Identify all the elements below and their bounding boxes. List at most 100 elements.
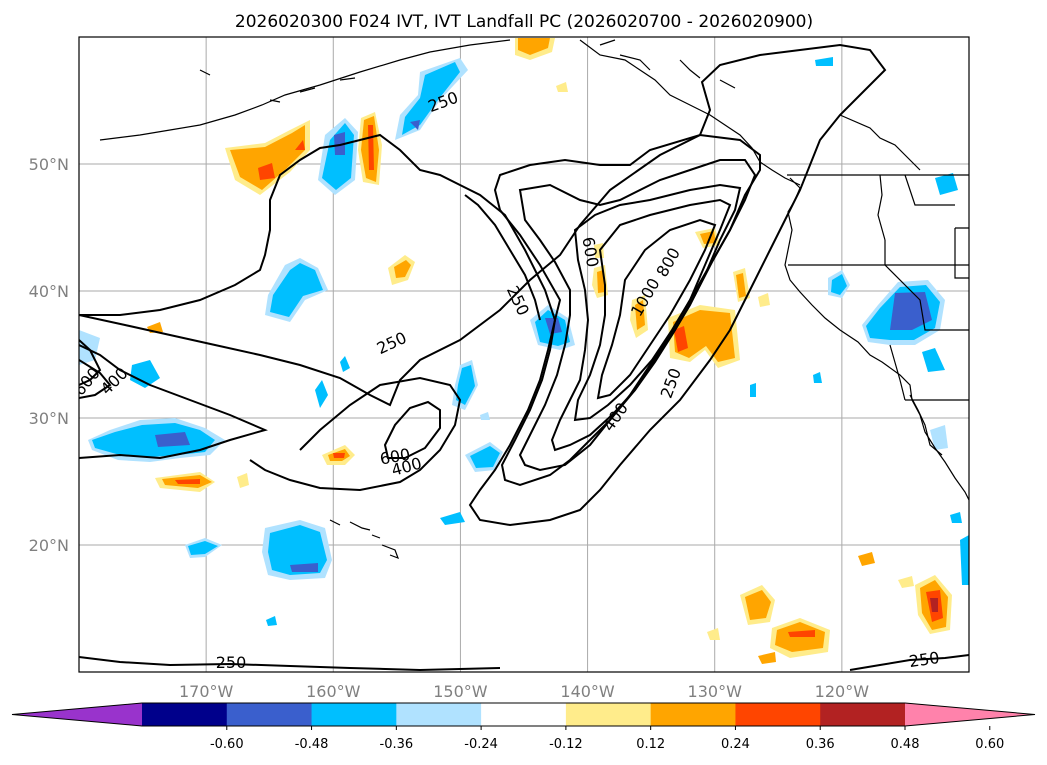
ivt-contour-250 <box>464 194 541 321</box>
coastlines <box>99 39 969 560</box>
baja-peninsula <box>909 394 943 456</box>
colorbar-segment <box>226 703 313 726</box>
colorbar-tick-label: -0.36 <box>380 737 414 752</box>
negative-patch <box>950 512 962 523</box>
positive-patch <box>237 473 249 488</box>
ivt-contour-400 <box>249 376 462 492</box>
ivt-contours <box>79 43 969 672</box>
positive-patch <box>707 628 720 640</box>
colorbar-tick-label: -0.48 <box>295 737 329 752</box>
pc-shading <box>79 38 969 664</box>
negative-patch <box>813 372 822 383</box>
lon-tick-label: 140°W <box>560 682 615 701</box>
negative-patch <box>185 538 222 558</box>
negative-patch <box>340 356 350 372</box>
negative-patch <box>315 380 328 408</box>
map-panel: 250 250 250 250 250 250 400 400 400 600 … <box>78 36 970 673</box>
colorbar-segment <box>820 703 906 726</box>
alaska-aleutian-coast <box>99 39 511 141</box>
ivt-contour-600 <box>550 183 742 452</box>
contour-label: 250 <box>216 653 247 672</box>
lon-tick-label: 170°W <box>179 682 234 701</box>
negative-patch <box>395 58 468 140</box>
negative-patch <box>750 383 756 397</box>
negative-patch <box>930 425 948 450</box>
positive-patch <box>556 82 568 92</box>
colorbar-outline <box>11 702 1036 727</box>
colorbar-tick-label: 0.60 <box>975 737 1004 752</box>
negative-patch <box>130 360 160 388</box>
colorbar-segment <box>735 703 821 726</box>
lat-tick-label: 40°N <box>29 282 69 301</box>
colorbar-tick-label: 0.24 <box>721 737 750 752</box>
lon-tick-label: 130°W <box>688 682 743 701</box>
lat-tick-label: 30°N <box>29 409 69 428</box>
negative-patch <box>265 258 328 322</box>
positive-patch <box>388 255 415 285</box>
map-frame <box>78 36 970 673</box>
colorbar: -0.60 -0.48 -0.36 -0.24 -0.12 0.12 0.24 0.36 0.4… <box>11 702 1036 752</box>
positive-patch <box>915 575 952 634</box>
figure-title: 2026020300 F024 IVT, IVT Landfall PC (20… <box>235 12 813 32</box>
positive-patch <box>740 585 775 625</box>
positive-patch <box>515 38 555 60</box>
lon-tick-label: 150°W <box>433 682 488 701</box>
colorbar-tick-label: -0.60 <box>210 737 244 752</box>
negative-patch <box>318 118 358 195</box>
lat-tick-label: 20°N <box>29 536 69 555</box>
positive-patch <box>733 268 750 302</box>
positive-patch <box>758 293 770 307</box>
negative-patch <box>79 330 100 365</box>
negative-patch <box>266 616 277 626</box>
alaska-islands <box>199 69 356 103</box>
colorbar-extend-min <box>12 703 142 726</box>
contour-label: 250 <box>908 648 941 671</box>
ivt-contour-250 <box>79 344 268 460</box>
positive-patch <box>322 445 355 465</box>
lon-tick-label: 120°W <box>815 682 870 701</box>
ivt-contour-600 <box>383 400 441 459</box>
ivt-contour-250 <box>79 43 887 527</box>
latitude-labels: 50°N 40°N 30°N 20°N <box>29 155 69 555</box>
ivt-contour-600 <box>79 339 102 386</box>
ivt-contour-250 <box>79 656 501 672</box>
negative-patch <box>480 412 490 420</box>
positive-patch <box>898 576 914 588</box>
positive-patch <box>758 652 776 664</box>
colorbar-tick-label: -0.24 <box>464 737 498 752</box>
colorbar-segment <box>311 703 397 726</box>
positive-patch <box>358 112 382 185</box>
positive-patch <box>668 305 740 368</box>
ivt-contour-1000 <box>596 218 717 400</box>
colorbar-tick-label: -0.12 <box>549 737 583 752</box>
state-borders <box>954 227 969 279</box>
negative-patch <box>960 535 969 585</box>
negative-patch <box>465 442 503 472</box>
state-borders <box>889 344 906 401</box>
colorbar-segment <box>142 703 228 726</box>
ivt-contour-250 <box>849 654 969 671</box>
colorbar-segment <box>396 703 482 726</box>
positive-patch <box>858 552 875 566</box>
colorbar-tick-label: 0.36 <box>806 737 835 752</box>
negative-patch <box>935 173 958 195</box>
hawaiian-islands <box>329 519 400 560</box>
negative-patch <box>815 57 833 66</box>
negative-patch <box>922 348 945 372</box>
negative-patch <box>828 270 850 298</box>
colorbar-tick-label: 0.48 <box>891 737 920 752</box>
negative-patch <box>440 512 465 525</box>
lon-tick-label: 160°W <box>306 682 361 701</box>
map-background <box>79 37 969 672</box>
lat-tick-label: 50°N <box>29 155 69 174</box>
colorbar-segment <box>565 703 652 726</box>
positive-patch <box>155 472 215 492</box>
alaska-panhandle-coast <box>579 39 801 186</box>
longitude-labels: 170°W 160°W 150°W 140°W 130°W 120°W <box>179 682 869 701</box>
ivt-contour-800 <box>573 198 732 422</box>
state-borders <box>884 240 969 331</box>
positive-patch <box>630 295 648 338</box>
alaska-islands <box>599 39 736 89</box>
positive-patch <box>770 618 830 658</box>
